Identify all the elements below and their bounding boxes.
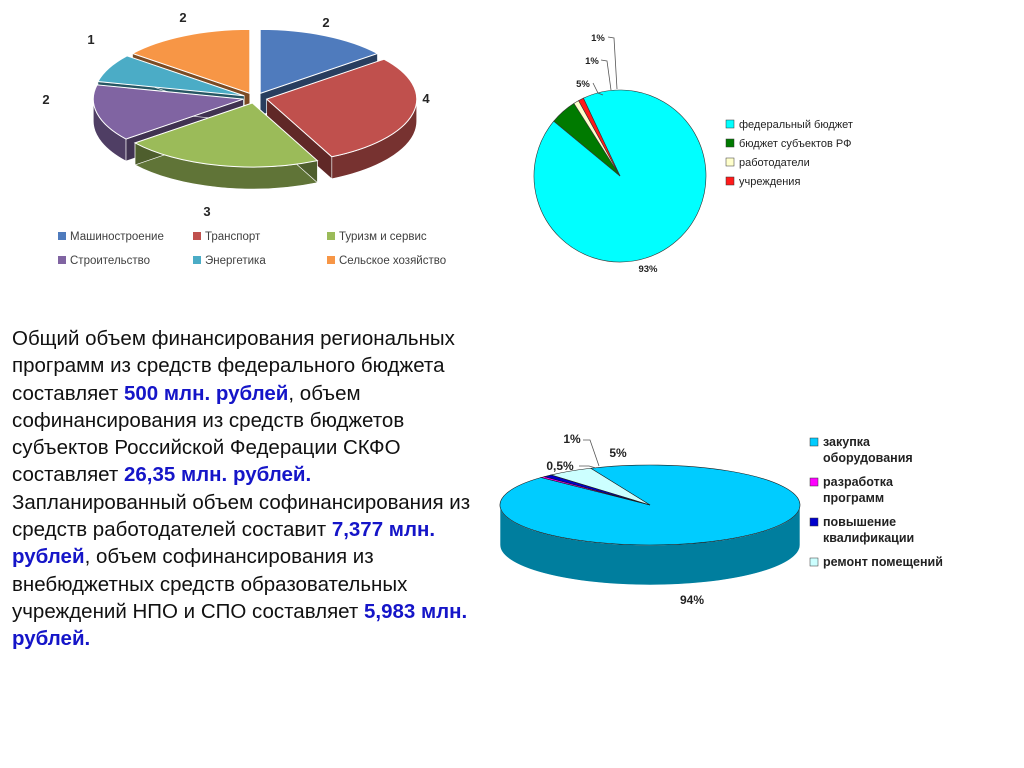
slice-mashinostroenie	[259, 28, 379, 95]
legend-label-razrabotka-programm: разработка программ	[823, 475, 894, 505]
data-label-turizm-i-servis: 3	[203, 204, 210, 219]
legend-label-transport: Транспорт	[205, 231, 261, 243]
text-regional-intro: , объем софинансирования из средств бюдж…	[12, 381, 405, 487]
legend-swatch-rabotodateli	[725, 157, 735, 167]
legend-swatch-federalnyy-byudzhet	[725, 119, 735, 129]
data-label-zakupka-oborudovaniya: 94%	[680, 593, 704, 607]
legend-label-stroitelstvo: Строительство	[70, 255, 150, 267]
text-institutions-intro: , объем софинансирования из внебюджетных…	[12, 545, 408, 623]
legend-label-mashinostroenie: Машиностроение	[70, 231, 164, 243]
text-employers-intro: Запланированный объем софинансирования и…	[12, 490, 471, 542]
legend-swatch-remont-pomescheniy	[809, 557, 819, 567]
amount-institutions: 5,983 млн. рублей.	[12, 599, 468, 651]
legend-label-remont-pomescheniy: ремонт помещений	[823, 555, 943, 569]
data-label-selskoe-hozyaystvo: 2	[179, 10, 186, 25]
legend-label-byudzhet-subektov-rf: бюджет субъектов РФ	[739, 138, 851, 150]
legend-swatch-uchrezhdeniya	[725, 176, 735, 186]
slice-transport	[265, 58, 418, 158]
data-label-federalnyy-byudzhet: 93%	[638, 264, 658, 275]
data-label-remont-pomescheniy: 5%	[609, 446, 627, 460]
data-label-razrabotka-programm: 0,5%	[546, 459, 574, 473]
paragraph-federal: Общий объем финансирования региональных …	[12, 325, 482, 489]
legend-label-turizm-i-servis: Туризм и сервис	[339, 231, 427, 243]
slice-stroitelstvo	[92, 84, 244, 140]
legend-swatch-mashinostroenie	[58, 232, 66, 240]
legend-swatch-razrabotka-programm	[809, 477, 819, 487]
legend-swatch-byudzhet-subektov-rf	[725, 138, 735, 148]
funding-sources-legend: федеральный бюджет бюджет субъектов РФ раб…	[725, 119, 853, 188]
financing-description: Общий объем финансирования региональных …	[12, 325, 482, 653]
text-federal-intro: Общий объем финансирования региональных …	[12, 327, 455, 405]
legend-label-federalnyy-byudzhet: федеральный бюджет	[739, 119, 853, 131]
legend-swatch-turizm-i-servis	[327, 232, 335, 240]
slice-turizm-i-servis	[133, 102, 319, 168]
leader-line-razrabotka-programm	[579, 465, 597, 469]
amount-regional: 26,35 млн. рублей.	[123, 463, 312, 487]
legend-label-rabotodateli: работодатели	[739, 157, 810, 169]
legend-swatch-stroitelstvo	[58, 256, 66, 264]
data-label-stroitelstvo: 2	[42, 92, 49, 107]
funding-sources-pie-chart: 93% 5% 1% 1%	[533, 33, 707, 275]
slice-uchrezhdeniya	[578, 97, 621, 177]
legend-swatch-energetika	[193, 256, 201, 264]
data-label-transport: 4	[422, 91, 430, 106]
data-label-byudzhet-subektov-rf: 5%	[576, 79, 590, 90]
legend-label-uchrezhdeniya: учреждения	[739, 176, 800, 188]
legend-swatch-zakupka-oborudovaniya	[809, 437, 819, 447]
legend-label-energetika: Энергетика	[205, 255, 266, 267]
leader-line-byudzhet-subektov-rf	[592, 82, 604, 96]
legend-swatch-selskoe-hozyaystvo	[327, 256, 335, 264]
industry-legend: Машиностроение Транспорт Туризм и сервис Ст…	[58, 231, 446, 267]
legend-label-povyshenie-kvalifikatsii: повышение квалификации	[823, 515, 914, 545]
spending-3d-pie-chart: 94% 0,5% 1% 5%	[499, 432, 801, 607]
legend-label-selskoe-hozyaystvo: Сельское хозяйство	[339, 255, 446, 267]
legend-label-zakupka-oborudovaniya: закупка оборудования	[823, 435, 913, 465]
legend-swatch-transport	[193, 232, 201, 240]
slice-energetika	[97, 55, 245, 97]
slice-remont-pomescheniy	[550, 467, 651, 506]
data-label-uchrezhdeniya: 1%	[591, 33, 605, 44]
data-label-rabotodateli: 1%	[585, 56, 599, 67]
paragraph-employers: Запланированный объем софинансирования и…	[12, 489, 482, 653]
leader-line-rabotodateli	[600, 59, 612, 91]
legend-swatch-povyshenie-kvalifikatsii	[809, 517, 819, 527]
amount-employers: 7,377 млн. рублей	[12, 518, 436, 569]
leader-line-uchrezhdeniya	[607, 36, 618, 90]
amount-federal: 500 млн. рублей	[123, 381, 289, 405]
slice-selskoe-hozyaystvo	[131, 28, 251, 95]
data-label-povyshenie-kvalifikatsii: 1%	[563, 432, 581, 446]
industry-3d-pie-chart: 2 4 3 2 1 2	[42, 10, 430, 219]
data-label-mashinostroenie: 2	[322, 15, 329, 30]
leader-line-povyshenie-kvalifikatsii	[583, 439, 600, 467]
data-label-energetika: 1	[87, 32, 94, 47]
spending-legend: закупка оборудования разработка программ пов…	[809, 435, 943, 569]
